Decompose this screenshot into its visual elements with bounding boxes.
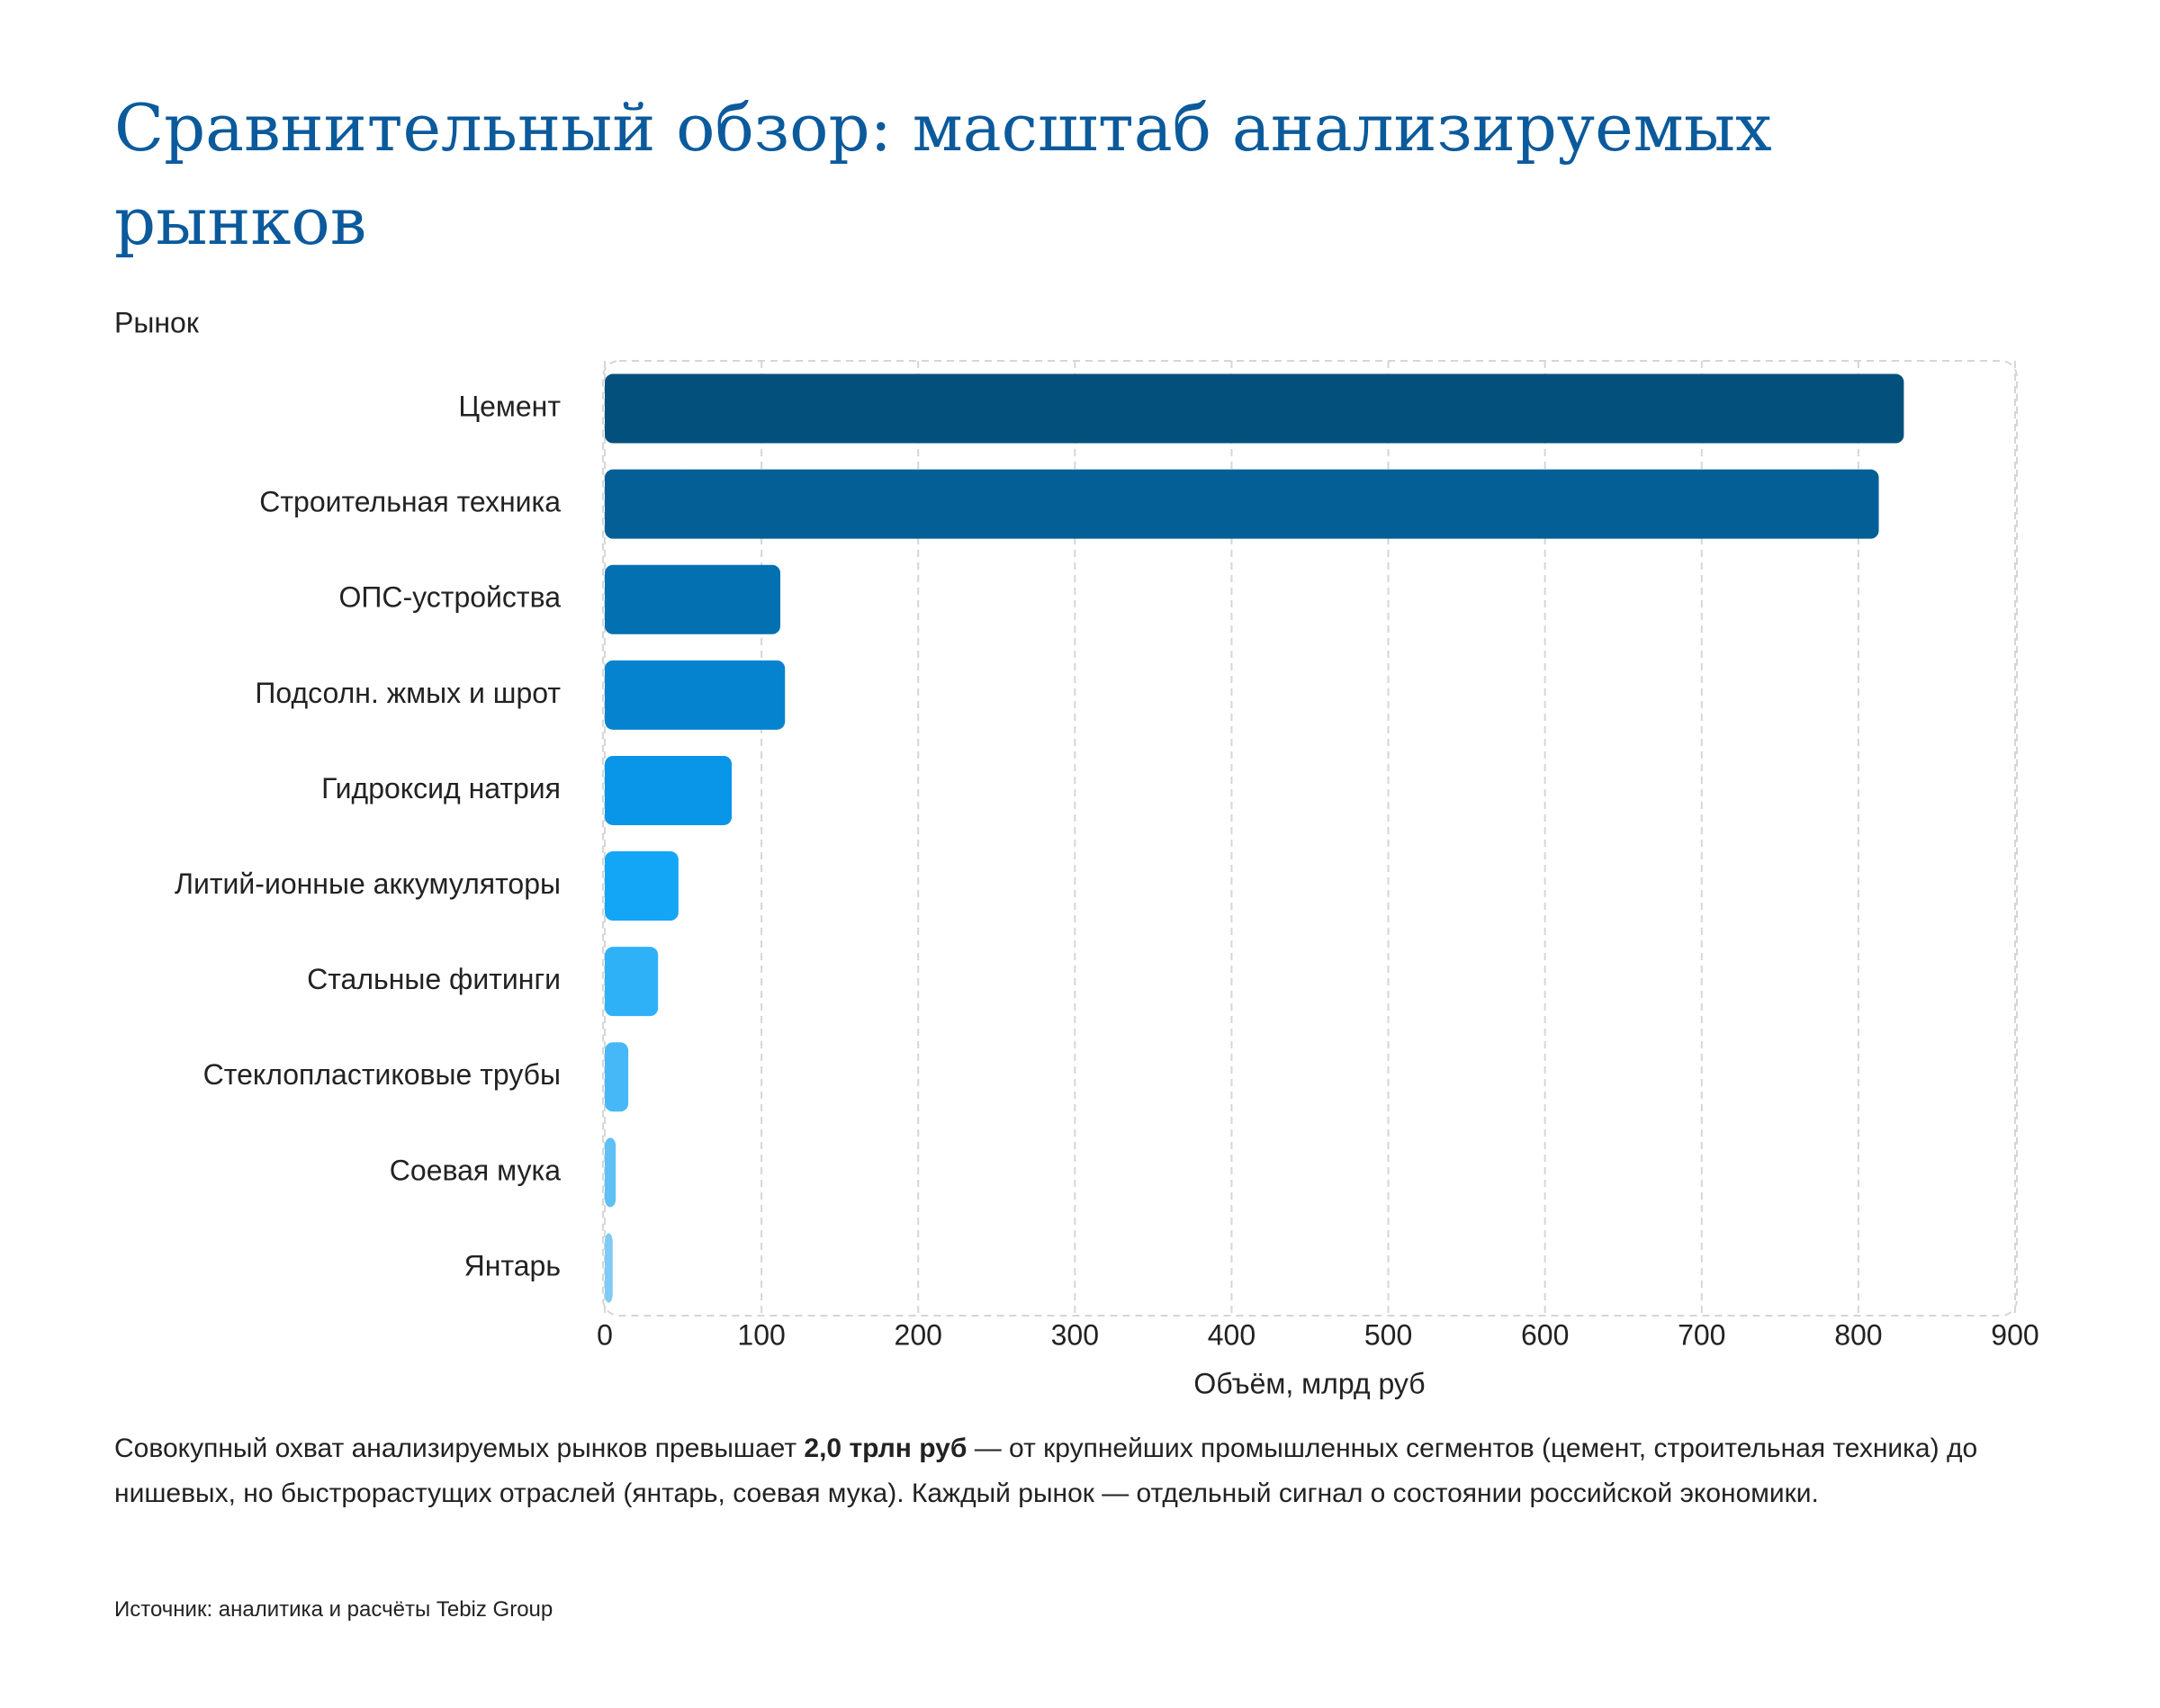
description-text: — от крупнейших промышленных сегментов (… (114, 1434, 1978, 1508)
bar (605, 1042, 629, 1112)
y-tick-label: Янтарь (464, 1249, 561, 1281)
chart: Рынок Объём, млрд руб 0 100 200 300 400 500 60… (114, 306, 2039, 1399)
y-tick-label: Литий-ионные аккумуляторы (175, 867, 561, 900)
x-tick-label: 600 (1521, 1318, 1569, 1351)
bar (605, 1233, 613, 1303)
description: Совокупный охват анализируемых рынков пр… (114, 1426, 1986, 1516)
x-tick-label: 800 (1834, 1318, 1882, 1351)
x-axis-label: Объём, млрд руб (1193, 1367, 1425, 1399)
source: Источник: аналитика и расчёты Tebiz Grou… (114, 1597, 554, 1622)
y-axis-label: Рынок (114, 306, 200, 338)
y-tick-label: ОПС-устройства (338, 581, 561, 614)
x-tick-label: 300 (1051, 1318, 1099, 1351)
x-tick-label: 0 (597, 1318, 613, 1351)
x-tick-label: 900 (1991, 1318, 2038, 1351)
y-tick-label: Гидроксид натрия (321, 772, 561, 805)
y-tick-label: Строительная техника (259, 486, 561, 518)
y-tick-label: Цемент (458, 391, 561, 423)
x-tick-label: 400 (1208, 1318, 1256, 1351)
y-tick-label: Стеклопластиковые трубы (203, 1058, 561, 1091)
y-tick-label: Стальные фитинги (307, 963, 561, 995)
x-tick-label: 500 (1364, 1318, 1412, 1351)
bar (605, 947, 659, 1017)
bar (605, 469, 1879, 539)
bar (605, 564, 781, 634)
bar (605, 755, 733, 825)
plot-frame (602, 360, 2018, 1317)
y-tick-label: Подсолн. жмых и шрот (255, 677, 561, 709)
y-tick-label: Соевая мука (390, 1154, 561, 1186)
bar (605, 1137, 616, 1208)
bar (605, 373, 1904, 444)
bar (605, 660, 786, 730)
x-tick-label: 200 (895, 1318, 942, 1351)
x-tick-label: 700 (1678, 1318, 1725, 1351)
chart-title: Сравнительный обзор: масштаб анализируем… (114, 90, 1772, 259)
x-tick-label: 100 (737, 1318, 785, 1351)
description-highlight: 2,0 трлн руб (804, 1434, 968, 1463)
bar (605, 851, 679, 921)
description-text: Совокупный охват анализируемых рынков пр… (114, 1434, 805, 1463)
